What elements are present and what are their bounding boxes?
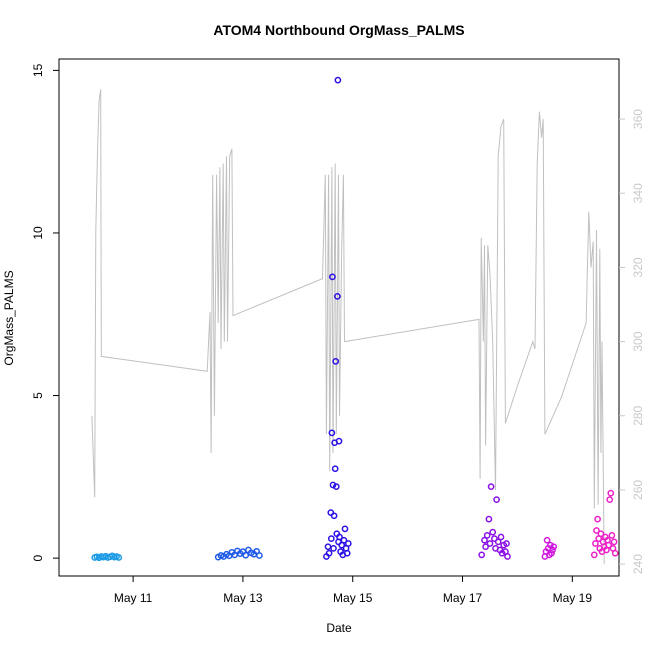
data-point <box>597 530 605 538</box>
data-point <box>341 525 349 533</box>
y2-tick-label: 360 <box>631 109 645 129</box>
data-point <box>343 549 351 557</box>
data-point <box>256 552 263 559</box>
data-point <box>344 540 352 547</box>
series-3 <box>323 76 352 560</box>
data-point <box>330 512 338 520</box>
data-point <box>331 465 339 473</box>
y2-tick-label: 320 <box>631 257 645 277</box>
data-point <box>115 554 123 561</box>
series-6 <box>590 489 619 559</box>
data-point <box>478 551 486 559</box>
data-point <box>594 515 601 523</box>
x-axis-label: Date <box>326 621 352 635</box>
y-tick-label: 5 <box>31 392 45 399</box>
data-point <box>485 515 493 523</box>
data-point <box>329 481 337 489</box>
data-point <box>486 540 494 547</box>
data-point <box>327 535 335 542</box>
data-point <box>593 527 600 534</box>
data-point <box>606 496 614 503</box>
y2-tick-label: 240 <box>631 554 645 574</box>
y-axis: 0 5 10 15 <box>31 63 59 561</box>
y-tick-label: 0 <box>31 554 45 561</box>
x-tick-label: May 15 <box>333 591 373 605</box>
x-tick-label: May 17 <box>443 591 483 605</box>
data-point <box>335 437 343 445</box>
y2-tick-label: 280 <box>631 405 645 425</box>
data-point <box>332 483 340 490</box>
data-point <box>329 273 336 281</box>
data-point <box>548 549 555 557</box>
x-tick-label: May 13 <box>223 591 263 605</box>
data-point <box>336 533 343 541</box>
data-point <box>334 76 342 84</box>
secondary-y-axis: 240 260 280 300 320 340 360 <box>619 109 645 574</box>
data-point <box>489 528 497 536</box>
data-point <box>549 546 556 554</box>
y-tick-label: 15 <box>31 63 45 77</box>
data-point <box>610 538 618 546</box>
x-axis: May 11 May 13 May 15 May 17 May 19 <box>114 576 592 605</box>
data-point <box>493 496 500 503</box>
chart-title: ATOM4 Northbound OrgMass_PALMS <box>213 22 464 38</box>
data-point <box>605 541 612 549</box>
data-point <box>334 293 341 300</box>
y-tick-label: 10 <box>31 226 45 240</box>
data-point <box>590 551 598 559</box>
series-1 <box>91 552 123 562</box>
data-point <box>325 549 333 557</box>
series-2 <box>214 546 263 561</box>
x-tick-label: May 11 <box>114 591 153 605</box>
y2-tick-label: 300 <box>631 331 645 351</box>
altitude-line <box>91 89 605 565</box>
y2-tick-label: 260 <box>631 480 645 500</box>
data-point <box>503 540 510 547</box>
data-point <box>340 536 348 544</box>
data-point <box>543 536 551 544</box>
series-4 <box>478 483 511 560</box>
data-point <box>242 551 250 559</box>
scatter-points-layer <box>91 76 619 562</box>
series-5 <box>541 536 558 560</box>
data-point <box>328 429 336 437</box>
data-point <box>494 538 502 546</box>
data-point <box>607 489 615 497</box>
y2-tick-label: 340 <box>631 183 645 203</box>
plot-frame <box>58 58 620 577</box>
data-point <box>481 536 488 544</box>
data-point <box>491 535 498 542</box>
data-point <box>497 533 505 541</box>
data-point <box>483 532 491 539</box>
x-tick-label: May 19 <box>553 591 593 605</box>
data-point <box>332 358 340 365</box>
data-point <box>498 549 506 557</box>
data-point <box>608 532 616 539</box>
data-point <box>592 540 599 547</box>
data-point <box>482 543 489 551</box>
data-point <box>504 553 511 560</box>
data-point <box>487 483 495 490</box>
data-point <box>330 545 337 552</box>
data-point <box>550 543 558 551</box>
data-point <box>324 543 332 551</box>
altitude-line-layer <box>91 89 605 565</box>
data-point <box>611 549 619 557</box>
y-axis-label: OrgMass_PALMS <box>2 270 16 365</box>
